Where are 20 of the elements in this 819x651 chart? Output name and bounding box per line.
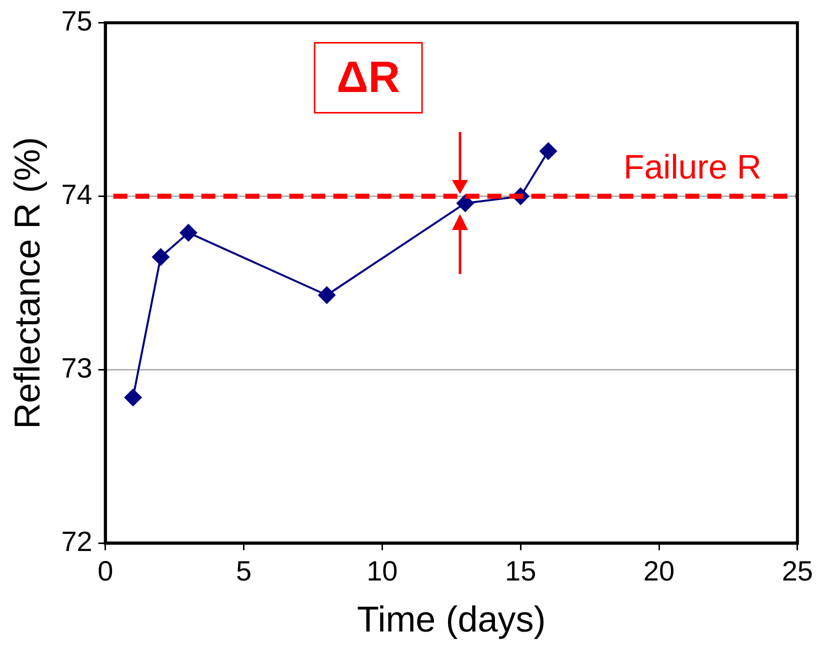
y-tick-label: 74 (61, 178, 92, 210)
y-tick-label: 75 (61, 6, 92, 37)
y-tick-label: 72 (61, 526, 92, 557)
point (179, 224, 198, 242)
x-tick-label: 15 (505, 556, 536, 587)
x-tick-label: 25 (782, 556, 814, 587)
y-axis-title: Reflectance R (%) (6, 136, 48, 430)
point (539, 142, 558, 160)
y-tick-label: 73 (61, 352, 92, 384)
x-axis-title: Time (days) (357, 598, 546, 640)
x-tick-label: 5 (236, 556, 252, 587)
x-tick-label: 20 (643, 556, 675, 587)
point (456, 194, 474, 212)
point (124, 388, 142, 406)
x-tick-label: 0 (98, 556, 114, 587)
point (152, 248, 170, 266)
point (318, 286, 336, 304)
annotation: ΔR (336, 52, 400, 102)
ref-line-label: Failure R (623, 148, 762, 187)
x-tick-label: 10 (366, 556, 398, 587)
